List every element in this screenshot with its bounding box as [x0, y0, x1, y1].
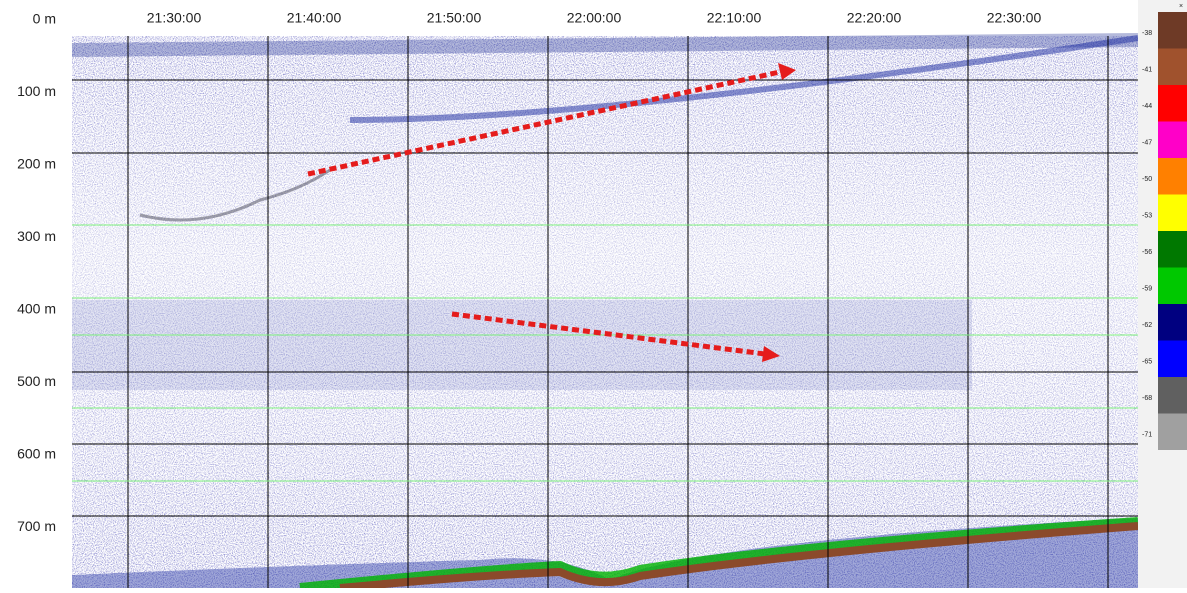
colorbar-label: -38 — [1142, 30, 1152, 37]
colorbar-swatch — [1158, 85, 1187, 122]
depth-label: 200 m — [17, 156, 56, 172]
colorbar-label: -62 — [1142, 322, 1152, 329]
colorbar-swatch — [1158, 377, 1187, 414]
colorbar-swatch — [1158, 413, 1187, 450]
time-label: 22:20:00 — [847, 10, 902, 26]
depth-label: 100 m — [17, 83, 56, 99]
colorbar-label: -47 — [1142, 139, 1152, 146]
colorbar-label: -50 — [1142, 176, 1152, 183]
colorbar-label: -59 — [1142, 285, 1152, 292]
colorbar-swatch — [1158, 304, 1187, 341]
colorbar-swatch — [1158, 158, 1187, 195]
colorbar-swatch — [1158, 194, 1187, 231]
time-label: 22:30:00 — [987, 10, 1042, 26]
depth-label: 700 m — [17, 518, 56, 534]
colorbar-swatch — [1158, 267, 1187, 304]
close-button[interactable]: × — [1179, 3, 1183, 10]
depth-label: 600 m — [17, 446, 56, 462]
axis-labels: 21:30:00 21:40:00 21:50:00 22:00:00 22:10:00… — [17, 10, 1041, 535]
time-label: 21:40:00 — [287, 10, 342, 26]
colorbar: × -38 -41 -44 -47 -50 -53 -56 -59 -62 -65 -68 -71 — [1138, 0, 1187, 588]
colorbar-swatch — [1158, 48, 1187, 85]
time-label: 21:50:00 — [427, 10, 482, 26]
colorbar-label: -68 — [1142, 395, 1152, 402]
colorbar-swatch — [1158, 340, 1187, 377]
depth-label: 300 m — [17, 228, 56, 244]
time-label: 22:00:00 — [567, 10, 622, 26]
colorbar-label: -71 — [1142, 431, 1152, 438]
colorbar-swatch — [1158, 121, 1187, 158]
depth-label: 400 m — [17, 301, 56, 317]
colorbar-label: -53 — [1142, 212, 1152, 219]
arrows — [307, 63, 796, 362]
colorbar-label: -65 — [1142, 358, 1152, 365]
depth-label: 500 m — [17, 373, 56, 389]
time-label: 22:10:00 — [707, 10, 762, 26]
colorbar-swatch — [1158, 12, 1187, 49]
colorbar-label: -56 — [1142, 249, 1152, 256]
depth-label: 0 m — [33, 11, 56, 27]
colorbar-label: -41 — [1142, 66, 1152, 73]
time-label: 21:30:00 — [147, 10, 202, 26]
colorbar-label: -44 — [1142, 103, 1152, 110]
echogram-plot — [71, 33, 1139, 593]
colorbar-swatch — [1158, 231, 1187, 268]
